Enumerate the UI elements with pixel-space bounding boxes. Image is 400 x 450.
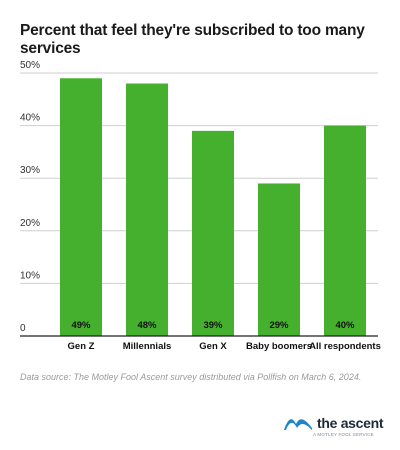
y-tick-label: 50% — [20, 60, 40, 71]
y-tick-label: 10% — [20, 270, 40, 281]
brand-tagline: A MOTLEY FOOL SERVICE — [313, 432, 374, 437]
data-label: 48% — [137, 320, 157, 331]
y-tick-label: 30% — [20, 165, 40, 176]
data-label: 39% — [203, 320, 223, 331]
bar-chart: 0 10% 20% 30% 40% 50% 49% Gen Z 48% Millennials 39… — [20, 60, 381, 352]
mountain-wave-icon — [284, 419, 312, 430]
x-category-label: All respondents — [309, 341, 381, 352]
x-category-label: Gen Z — [68, 341, 95, 352]
brand-name: the ascent — [317, 415, 384, 431]
data-label: 49% — [71, 320, 91, 331]
bar — [324, 125, 366, 336]
y-tick-label: 40% — [20, 113, 40, 124]
data-label: 40% — [335, 320, 355, 331]
bar — [60, 78, 102, 336]
x-category-label: Gen X — [199, 341, 227, 352]
bar — [258, 183, 300, 336]
data-source-note: Data source: The Motley Fool Ascent surv… — [20, 372, 362, 382]
x-category-label: Baby boomers — [246, 341, 312, 352]
y-tick-label: 0 — [20, 323, 26, 334]
data-label: 29% — [269, 320, 289, 331]
x-category-label: Millennials — [123, 341, 172, 352]
bar — [126, 83, 168, 337]
chart-title: Percent that feel they're subscribed to … — [20, 22, 365, 57]
y-tick-label: 20% — [20, 218, 40, 229]
bar — [192, 130, 234, 336]
brand-logo: the ascent — [283, 414, 384, 432]
